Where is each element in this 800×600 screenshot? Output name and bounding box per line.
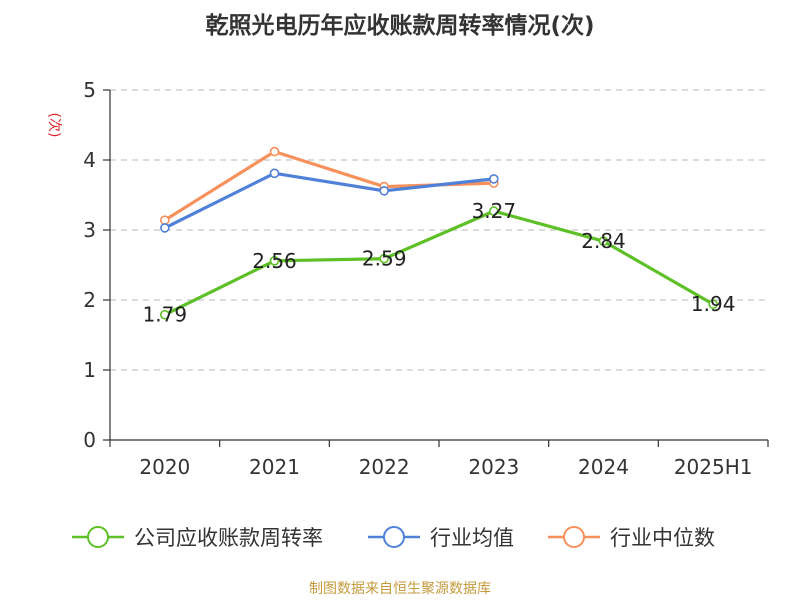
data-labels: 1.79 2.56 2.59 3.27 2.84 1.94 xyxy=(143,199,736,327)
series-lines xyxy=(160,146,718,320)
series-line xyxy=(164,209,714,317)
y-tick-label: 5 xyxy=(83,78,96,102)
x-tick-label: 2024 xyxy=(578,455,629,479)
grid-lines xyxy=(110,89,768,371)
legend-label: 行业均值 xyxy=(430,526,514,550)
series-line xyxy=(164,171,495,230)
data-point xyxy=(379,186,389,196)
legend: 公司应收账款周转率 行业均值 行业中位数 xyxy=(72,526,715,550)
x-tick-label: 2025H1 xyxy=(674,455,753,479)
source-note: 制图数据来自恒生聚源数据库 xyxy=(309,581,491,597)
y-tick-label: 0 xyxy=(83,428,96,452)
y-tick-label: 1 xyxy=(83,358,96,382)
legend-swatch-marker xyxy=(383,526,405,548)
axes xyxy=(103,89,769,447)
data-label: 2.59 xyxy=(362,247,407,271)
data-label: 2.56 xyxy=(252,249,297,273)
x-tick-label: 2021 xyxy=(249,455,300,479)
data-point xyxy=(269,168,280,179)
data-label: 2.84 xyxy=(581,229,626,253)
data-label: 3.27 xyxy=(472,199,517,223)
data-point xyxy=(708,299,718,310)
chart-title: 乾照光电历年应收账款周转率情况(次) xyxy=(205,13,595,39)
legend-swatch-marker xyxy=(563,526,585,548)
data-point xyxy=(160,215,170,225)
x-tick-label: 2023 xyxy=(468,455,519,479)
data-label: 1.79 xyxy=(143,303,188,327)
y-tick-label: 3 xyxy=(83,218,96,242)
data-point xyxy=(160,309,170,320)
data-label: 1.94 xyxy=(691,292,736,316)
x-tick-labels: 2020 2021 2022 2023 2024 2025H1 xyxy=(139,455,752,479)
y-tick-labels: 0 1 2 3 4 5 xyxy=(83,78,96,452)
y-tick-label: 4 xyxy=(83,148,96,172)
data-point xyxy=(269,146,280,157)
legend-label: 行业中位数 xyxy=(610,526,715,550)
data-point xyxy=(489,174,499,184)
data-point xyxy=(379,253,389,264)
x-tick-label: 2020 xyxy=(139,455,190,479)
data-point xyxy=(269,255,280,266)
data-point xyxy=(489,206,499,216)
data-point xyxy=(598,236,609,246)
y-tick-label: 2 xyxy=(83,288,96,312)
y-axis-label: (次) xyxy=(46,113,62,138)
legend-label: 公司应收账款周转率 xyxy=(134,526,323,550)
series-line xyxy=(163,150,494,222)
x-tick-label: 2022 xyxy=(359,455,410,479)
data-point xyxy=(160,223,170,233)
legend-swatch-marker xyxy=(87,526,109,548)
